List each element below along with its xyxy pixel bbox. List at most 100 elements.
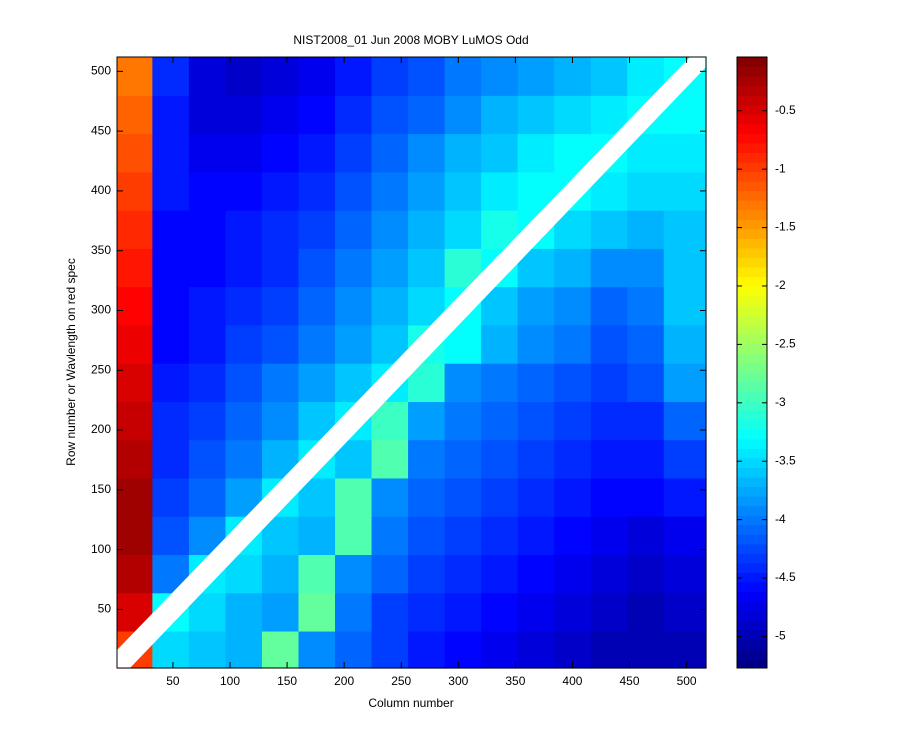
heatmap-cell — [335, 57, 373, 96]
heatmap-cell — [663, 133, 707, 173]
colorbar-swatch — [737, 658, 767, 669]
heatmap-cell — [444, 95, 482, 135]
heatmap-cell — [627, 439, 665, 479]
heatmap-cell — [188, 630, 227, 669]
heatmap-cell — [261, 95, 300, 135]
colorbar-swatch — [737, 200, 767, 211]
heatmap-cell — [152, 324, 190, 364]
heatmap-cell — [554, 554, 592, 594]
heatmap-cell — [371, 171, 409, 211]
colorbar-swatch — [737, 582, 767, 593]
colorbar-swatch — [737, 601, 767, 612]
heatmap-cell — [517, 133, 555, 173]
heatmap-cell — [627, 401, 665, 441]
heatmap-cell — [152, 477, 190, 517]
heatmap-cell — [627, 554, 665, 594]
heatmap-cell — [335, 286, 373, 326]
heatmap-cell — [298, 171, 336, 211]
heatmap-cell — [517, 95, 555, 135]
heatmap-cell — [298, 592, 336, 632]
heatmap-cell — [481, 554, 519, 594]
heatmap-cell — [481, 477, 519, 517]
colorbar-tick-label: -3 — [775, 395, 786, 409]
colorbar-swatch — [737, 467, 767, 478]
colorbar-swatch — [737, 381, 767, 392]
heatmap-cell — [371, 57, 409, 96]
heatmap-cell — [590, 210, 628, 249]
colorbar-swatch — [737, 324, 767, 335]
x-tick-label: 400 — [562, 674, 582, 688]
colorbar-swatch — [737, 400, 767, 411]
heatmap-cell — [481, 171, 519, 211]
colorbar-tick-label: -2 — [775, 278, 786, 292]
heatmap-cell — [371, 248, 409, 288]
colorbar-swatch — [737, 362, 767, 373]
heatmap-cell — [117, 286, 153, 326]
heatmap-cell — [481, 133, 519, 173]
heatmap-cell — [117, 324, 153, 364]
heatmap-cell — [627, 171, 665, 211]
heatmap-cell — [481, 401, 519, 441]
y-tick-label: 250 — [91, 362, 111, 376]
heatmap-cell — [261, 630, 300, 669]
y-tick-label: 450 — [91, 123, 111, 137]
heatmap-cell — [408, 133, 446, 173]
heatmap-cell — [481, 630, 519, 669]
y-tick-label: 350 — [91, 243, 111, 257]
ticks: 50 100 150 200 250 300 350 400 450 500 50 100 150 200… — [91, 57, 796, 688]
colorbar-tick-label: -0.5 — [775, 103, 796, 117]
data-gap-band — [117, 57, 706, 668]
heatmap-cell — [663, 401, 707, 441]
heatmap-cell — [225, 210, 263, 249]
heatmap-cell — [371, 554, 409, 594]
heatmap-cell — [188, 286, 227, 326]
colorbar-swatch — [737, 114, 767, 125]
heatmap-cell — [117, 248, 153, 288]
heatmap-cell — [371, 439, 409, 479]
heatmap-cell — [554, 516, 592, 556]
heatmap-cell — [298, 516, 336, 556]
heatmap-cell — [444, 630, 482, 669]
colorbar-swatch — [737, 553, 767, 564]
heatmap-cell — [335, 95, 373, 135]
heatmap-cell — [261, 171, 300, 211]
heatmap-cell — [663, 286, 707, 326]
heatmap-cell — [590, 554, 628, 594]
colorbar-tick-label: -1 — [775, 161, 786, 175]
heatmap-cell — [590, 592, 628, 632]
heatmap-cell — [261, 286, 300, 326]
colorbar-tick-label: -4.5 — [775, 570, 796, 584]
heatmap-cell — [152, 171, 190, 211]
colorbar-swatch — [737, 505, 767, 516]
heatmap-cell — [188, 477, 227, 517]
colorbar-swatch — [737, 543, 767, 554]
heatmap-cell — [590, 57, 628, 96]
colorbar-swatch — [737, 333, 767, 344]
colorbar-swatch — [737, 620, 767, 631]
heatmap-cell — [152, 363, 190, 402]
heatmap-cell — [444, 210, 482, 249]
heatmap-cell — [335, 248, 373, 288]
colorbar-swatch — [737, 639, 767, 650]
heatmap-cell — [335, 516, 373, 556]
y-tick-label: 300 — [91, 303, 111, 317]
colorbar-tick-label: -5 — [775, 629, 786, 643]
colorbar-swatch — [737, 648, 767, 659]
heatmap-cell — [371, 286, 409, 326]
heatmap-cell — [627, 324, 665, 364]
colorbar-tick-label: -4 — [775, 512, 786, 526]
x-tick-label: 200 — [334, 674, 354, 688]
heatmap-cell — [298, 363, 336, 402]
colorbar-swatch — [737, 276, 767, 287]
heatmap-cell — [627, 286, 665, 326]
heatmap-cell — [590, 516, 628, 556]
heatmap-cell — [298, 57, 336, 96]
heatmap-cell — [663, 516, 707, 556]
heatmap-cell — [261, 57, 300, 96]
colorbar-swatch — [737, 123, 767, 134]
colorbar-swatch — [737, 391, 767, 402]
heatmap-cell — [408, 95, 446, 135]
heatmap-cell — [261, 554, 300, 594]
heatmap-cell — [627, 210, 665, 249]
heatmap-cell — [627, 363, 665, 402]
